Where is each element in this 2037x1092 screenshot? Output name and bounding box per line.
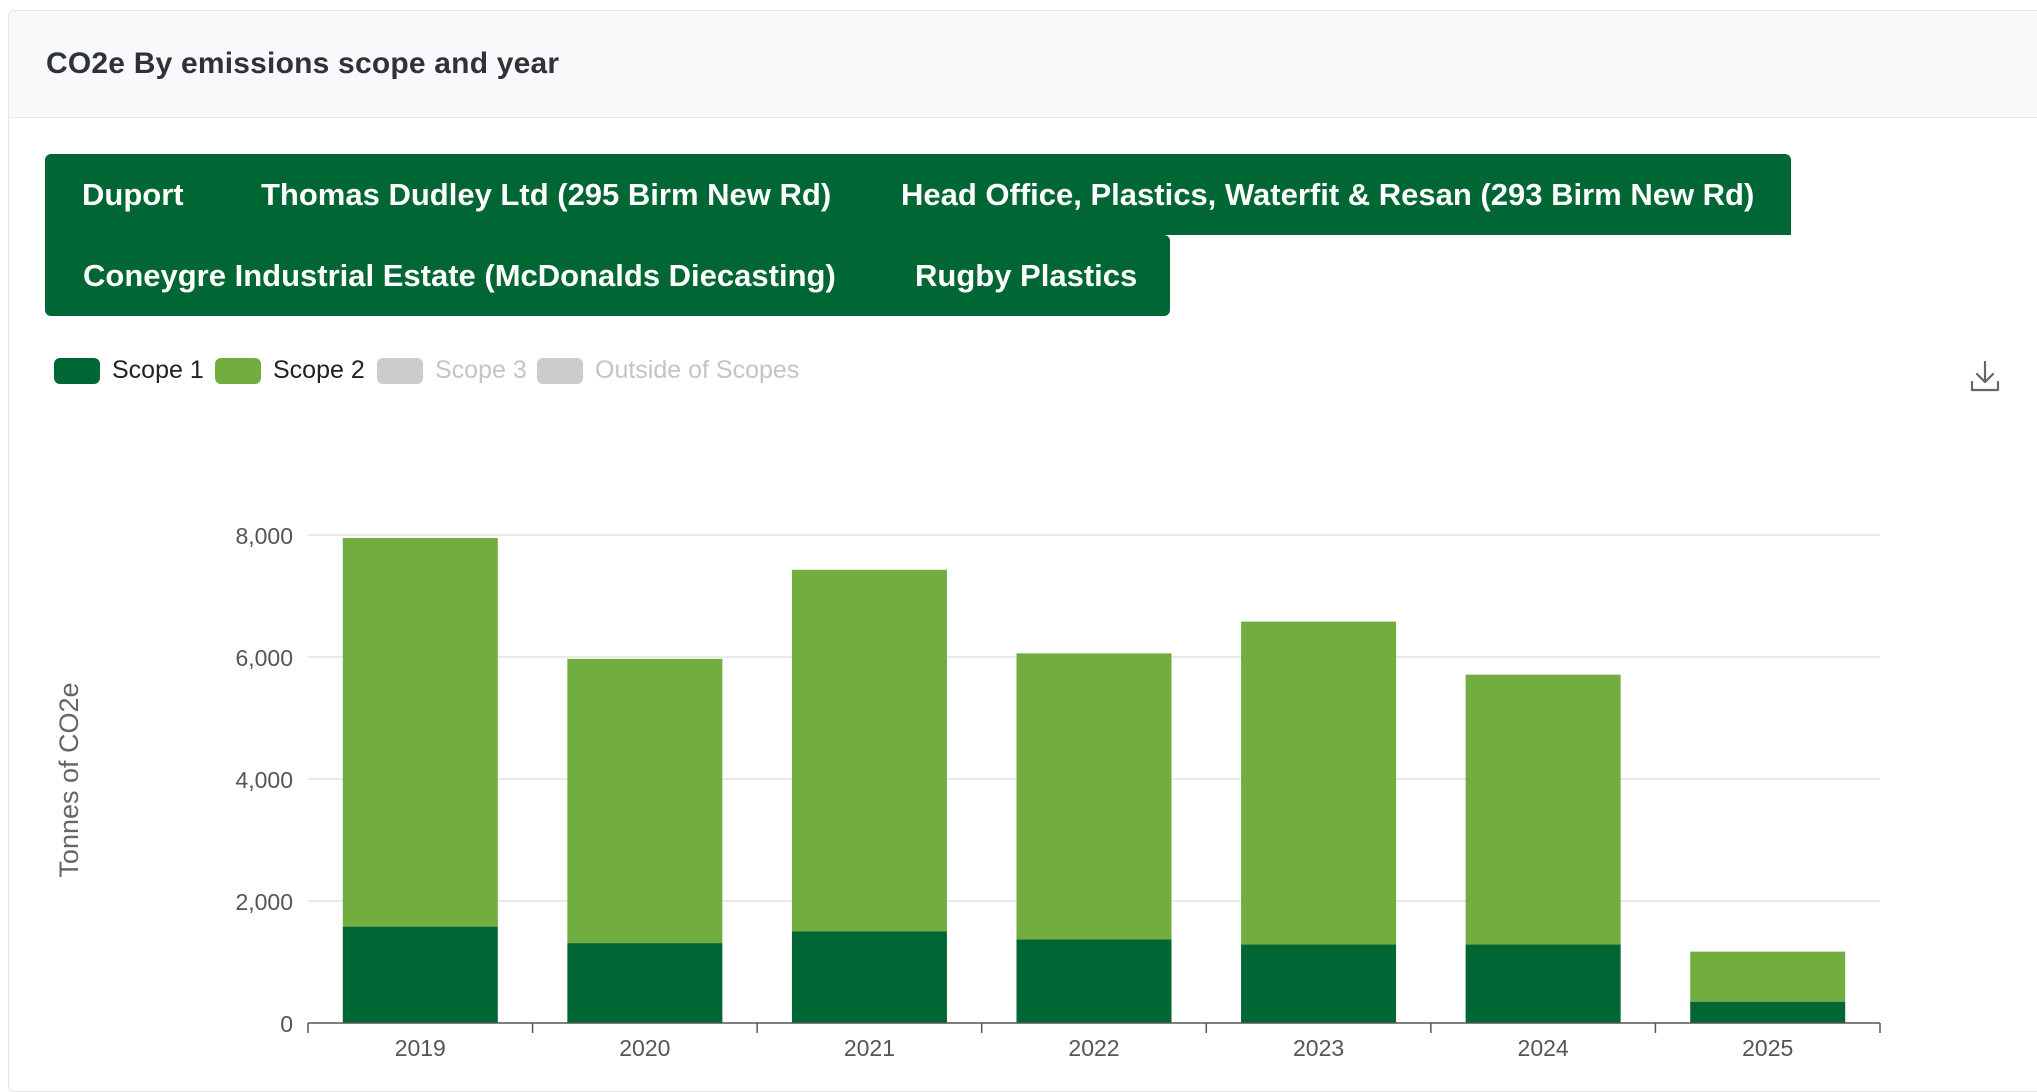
legend-item-scope-3[interactable]: Scope 3 xyxy=(377,356,527,385)
tab-label: Rugby Plastics xyxy=(915,257,1138,293)
axes: 0 2,000 4,000 6,000 8,000 2019 2020 2021 2022 202… xyxy=(235,523,1881,1061)
tab-head-office[interactable]: Head Office, Plastics, Waterfit & Resan … xyxy=(865,154,1791,235)
y-tick-label: 4,000 xyxy=(235,767,293,793)
bar-segment[interactable] xyxy=(1465,944,1621,1023)
tab-coneygre[interactable]: Coneygre Industrial Estate (McDonalds Di… xyxy=(45,235,880,316)
bar-segment[interactable] xyxy=(1690,951,1846,1002)
legend-swatch xyxy=(54,357,100,384)
x-tick-label: 2022 xyxy=(1068,1035,1119,1061)
legend-item-scope-1[interactable]: Scope 1 xyxy=(54,356,204,385)
bar-segment[interactable] xyxy=(342,538,498,927)
tab-rugby-plastics[interactable]: Rugby Plastics xyxy=(880,235,1170,316)
bar-segment[interactable] xyxy=(567,943,723,1023)
bars xyxy=(342,538,1846,1024)
bar-segment[interactable] xyxy=(1241,621,1397,945)
y-tick-label: 8,000 xyxy=(235,523,293,549)
y-axis-label: Tonnes of CO2e xyxy=(54,682,84,877)
y-tick-label: 0 xyxy=(280,1011,293,1037)
legend-swatch xyxy=(537,357,583,384)
legend-label: Scope 1 xyxy=(112,356,204,384)
x-tick-label: 2025 xyxy=(1742,1035,1793,1061)
y-tick-label: 6,000 xyxy=(235,645,293,671)
bar-segment[interactable] xyxy=(791,569,947,932)
y-tick-label: 2,000 xyxy=(235,889,293,915)
bar-segment[interactable] xyxy=(567,658,723,944)
legend-item-scope-2[interactable]: Scope 2 xyxy=(215,356,365,385)
tab-label: Duport xyxy=(82,176,184,212)
legend-item-outside-of-scopes[interactable]: Outside of Scopes xyxy=(537,356,799,385)
bar-segment[interactable] xyxy=(1016,653,1172,940)
legend-label: Scope 3 xyxy=(435,356,527,384)
x-tick-label: 2023 xyxy=(1293,1035,1344,1061)
download-icon[interactable] xyxy=(1967,358,2003,394)
bar-segment[interactable] xyxy=(1241,944,1397,1023)
card-header: CO2e By emissions scope and year xyxy=(9,11,2037,118)
tab-label: Coneygre Industrial Estate (McDonalds Di… xyxy=(83,257,836,293)
x-tick-label: 2024 xyxy=(1518,1035,1569,1061)
tab-label: Head Office, Plastics, Waterfit & Resan … xyxy=(901,176,1755,212)
x-tick-label: 2019 xyxy=(395,1035,446,1061)
tab-duport[interactable]: Duport xyxy=(45,154,225,235)
bar-segment[interactable] xyxy=(1016,939,1172,1023)
bar-segment[interactable] xyxy=(342,926,498,1023)
bar-segment[interactable] xyxy=(1690,1001,1846,1023)
legend-swatch xyxy=(377,357,423,384)
legend-swatch xyxy=(215,357,261,384)
legend-label: Scope 2 xyxy=(273,356,365,384)
x-tick-label: 2021 xyxy=(844,1035,895,1061)
tab-label: Thomas Dudley Ltd (295 Birm New Rd) xyxy=(261,176,832,212)
x-tick-label: 2020 xyxy=(619,1035,670,1061)
legend-label: Outside of Scopes xyxy=(595,356,800,384)
bar-segment[interactable] xyxy=(1465,674,1621,945)
card-title: CO2e By emissions scope and year xyxy=(46,47,560,80)
tab-thomas-dudley[interactable]: Thomas Dudley Ltd (295 Birm New Rd) xyxy=(225,154,865,235)
bar-segment[interactable] xyxy=(791,931,947,1024)
